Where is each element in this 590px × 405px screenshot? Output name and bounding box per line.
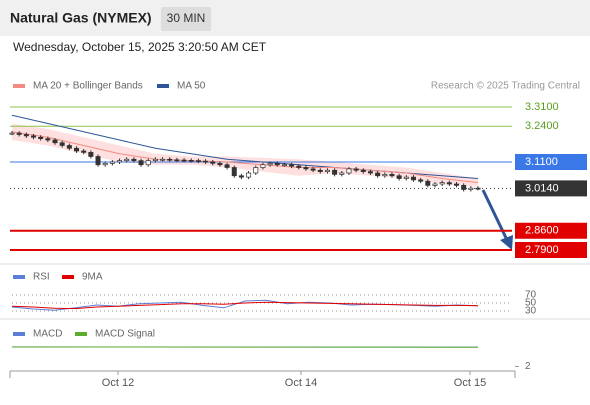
- x-tick-label: Oct 15: [454, 377, 486, 389]
- candle: [196, 161, 200, 162]
- candle: [304, 168, 308, 169]
- legend-swatch: [13, 275, 25, 279]
- y-tick-label: 2: [525, 361, 531, 372]
- candle: [390, 174, 394, 175]
- candle: [289, 165, 293, 166]
- candle: [46, 139, 50, 140]
- candle: [110, 162, 114, 163]
- candle: [361, 170, 365, 171]
- level-label: 2.8600: [525, 225, 559, 237]
- candle: [433, 184, 437, 185]
- legend-swatch: [13, 84, 25, 88]
- legend-label: 9MA: [82, 272, 103, 283]
- candle: [225, 165, 229, 168]
- candle: [132, 159, 136, 160]
- candle: [469, 188, 473, 189]
- candle: [10, 133, 14, 134]
- candle: [17, 133, 21, 134]
- candle: [462, 185, 466, 189]
- candle: [476, 188, 480, 189]
- candle: [139, 161, 143, 165]
- candle: [297, 166, 301, 167]
- candle: [218, 163, 222, 164]
- candle: [89, 152, 93, 156]
- candle: [340, 173, 344, 174]
- candle: [146, 161, 150, 165]
- candle: [261, 165, 265, 168]
- legend-label: MA 50: [177, 81, 206, 92]
- candle: [354, 169, 358, 170]
- level-label: 2.7900: [525, 244, 559, 256]
- legend-swatch: [157, 84, 169, 88]
- candle: [182, 160, 186, 161]
- candle: [332, 170, 336, 174]
- candle: [447, 183, 451, 184]
- candle: [82, 151, 86, 152]
- candle: [239, 176, 243, 177]
- x-tick-label: Oct 14: [285, 377, 317, 389]
- candle: [160, 159, 164, 160]
- level-label: 3.1100: [525, 156, 558, 168]
- candle: [397, 176, 401, 179]
- candle: [117, 161, 121, 162]
- candle: [60, 143, 64, 146]
- candle: [383, 174, 387, 175]
- legend-label: MA 20 + Bollinger Bands: [33, 81, 143, 92]
- candle: [168, 159, 172, 160]
- candle: [125, 159, 129, 160]
- level-label: 3.2400: [525, 120, 559, 132]
- x-tick-label: Oct 12: [102, 377, 134, 389]
- legend-label: RSI: [33, 272, 50, 283]
- candle: [189, 160, 193, 161]
- legend-swatch: [13, 332, 25, 336]
- candle: [440, 183, 444, 184]
- y-tick-label: 30: [525, 306, 537, 317]
- candle: [74, 148, 78, 151]
- candle: [325, 170, 329, 171]
- candle: [268, 163, 272, 164]
- candle: [275, 163, 279, 164]
- candle: [53, 140, 57, 143]
- candle: [368, 172, 372, 173]
- candle: [67, 146, 71, 149]
- candle: [454, 184, 458, 185]
- level-label: 3.3100: [525, 101, 559, 113]
- candle: [375, 173, 379, 176]
- candle: [311, 169, 315, 170]
- candle: [232, 168, 236, 176]
- candle: [175, 160, 179, 161]
- candle: [404, 177, 408, 178]
- candle: [103, 163, 107, 164]
- candle: [153, 159, 157, 160]
- legend-swatch: [62, 275, 74, 279]
- legend-swatch: [75, 332, 87, 336]
- timestamp: Wednesday, October 15, 2025 3:20:50 AM C…: [13, 40, 267, 54]
- interval[interactable]: 30 MIN: [167, 11, 206, 25]
- legend-label: MACD: [33, 329, 62, 340]
- credit: Research © 2025 Trading Central: [431, 81, 580, 92]
- candle: [203, 161, 207, 162]
- forecast-arrow: [483, 190, 507, 240]
- candle: [31, 136, 35, 137]
- candle: [246, 173, 250, 177]
- candle: [418, 180, 422, 181]
- candle: [411, 177, 415, 180]
- candle: [318, 170, 322, 171]
- candle: [96, 157, 100, 165]
- candle: [211, 162, 215, 163]
- candle: [347, 169, 351, 173]
- candle: [24, 135, 28, 136]
- candle: [282, 165, 286, 166]
- candle: [426, 181, 430, 185]
- candle: [39, 137, 43, 138]
- title: Natural Gas (NYMEX): [10, 10, 152, 26]
- level-label: 3.0140: [525, 182, 559, 194]
- legend-label: MACD Signal: [95, 329, 155, 340]
- candle: [254, 168, 258, 174]
